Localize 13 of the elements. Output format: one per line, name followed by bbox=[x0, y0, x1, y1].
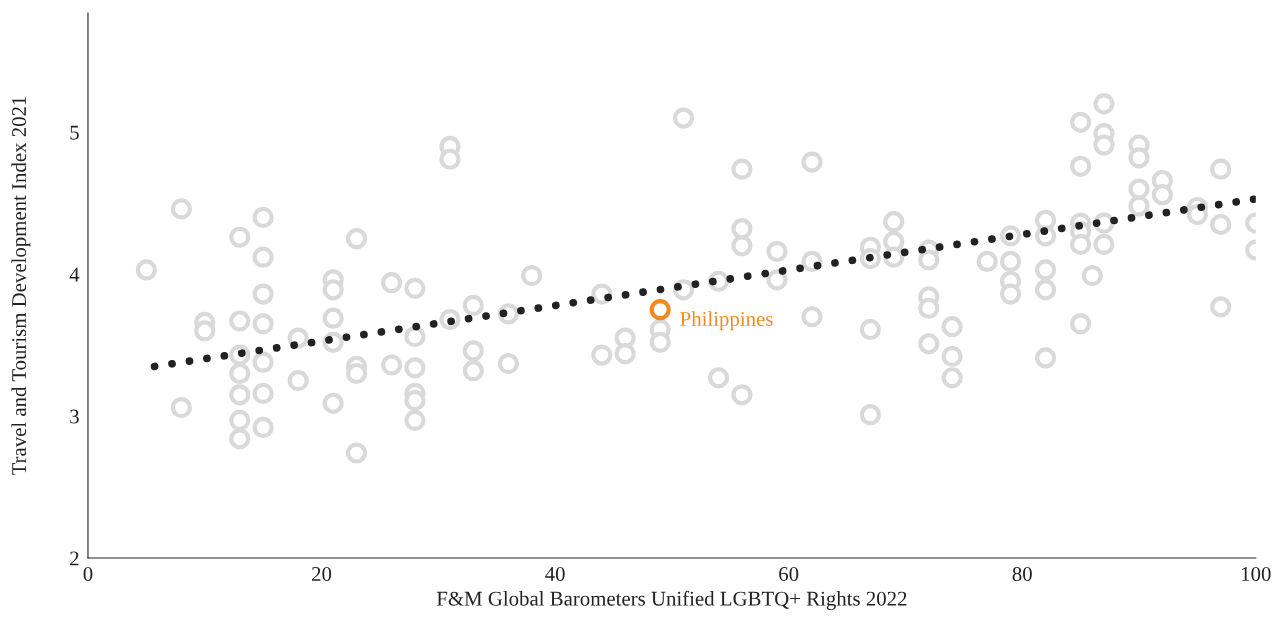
x-tick-label: 20 bbox=[312, 566, 332, 582]
x-tick-label: 60 bbox=[779, 566, 799, 582]
x-axis-title: F&M Global Barometers Unified LGBTQ+ Rights 2022 bbox=[436, 590, 907, 610]
y-tick-label: 5 bbox=[70, 125, 79, 140]
y-tick-label: 2 bbox=[70, 551, 79, 566]
y-tick-label: 4 bbox=[69, 267, 80, 282]
x-tick-label: 100 bbox=[1242, 566, 1271, 582]
x-tick-label: 80 bbox=[1012, 566, 1032, 582]
y-axis-title: Travel and Tourism Development Index 2021 bbox=[11, 96, 31, 476]
x-tick-label: 40 bbox=[545, 566, 565, 582]
x-tick-label: 0 bbox=[83, 566, 93, 582]
series-label: Philippines bbox=[680, 311, 773, 331]
y-tick-label: 3 bbox=[70, 409, 79, 424]
